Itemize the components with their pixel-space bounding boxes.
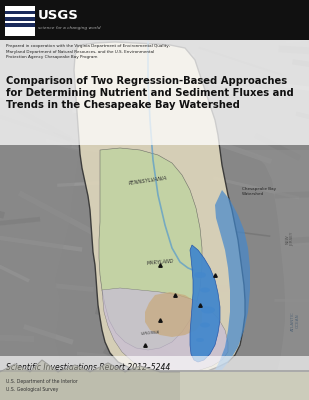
Ellipse shape: [194, 272, 206, 278]
Text: Prepared in cooperation with the Virginia Department of Environmental Quality,
M: Prepared in cooperation with the Virgini…: [6, 44, 170, 59]
Bar: [5, 10, 35, 14]
Bar: [5, 6, 35, 36]
Polygon shape: [58, 365, 75, 400]
Ellipse shape: [201, 306, 215, 314]
Bar: [0, 356, 309, 378]
Bar: [5, 17, 35, 21]
Polygon shape: [190, 245, 220, 362]
Text: MARYLAND: MARYLAND: [146, 259, 174, 266]
Text: Scientific Investigations Report 2012–5244: Scientific Investigations Report 2012–52…: [6, 362, 170, 372]
Polygon shape: [75, 365, 90, 400]
Polygon shape: [240, 150, 309, 380]
Text: VIRGINIA: VIRGINIA: [140, 330, 160, 336]
Polygon shape: [102, 288, 228, 374]
Ellipse shape: [200, 322, 210, 328]
Bar: [0, 370, 309, 372]
Text: U.S. Department of the Interior: U.S. Department of the Interior: [6, 378, 78, 384]
Polygon shape: [140, 366, 160, 400]
Ellipse shape: [200, 288, 210, 292]
Polygon shape: [30, 360, 42, 400]
Text: NEW
JERSEY: NEW JERSEY: [286, 232, 294, 246]
Polygon shape: [15, 364, 30, 400]
Polygon shape: [215, 190, 250, 375]
Polygon shape: [99, 148, 202, 350]
Polygon shape: [125, 366, 140, 400]
Bar: [0, 40, 309, 145]
Polygon shape: [160, 372, 180, 400]
Polygon shape: [90, 363, 108, 400]
Text: U.S. Geological Survey: U.S. Geological Survey: [6, 388, 58, 392]
Polygon shape: [0, 364, 15, 400]
Polygon shape: [42, 360, 58, 400]
Text: Chesapeake Bay
Watershed: Chesapeake Bay Watershed: [242, 187, 276, 196]
Polygon shape: [145, 292, 202, 337]
Bar: [5, 23, 35, 27]
Ellipse shape: [196, 338, 204, 342]
Text: Comparison of Two Regression-Based Approaches
for Determining Nutrient and Sedim: Comparison of Two Regression-Based Appro…: [6, 76, 294, 110]
Bar: [0, 0, 309, 40]
Text: ATLANTIC
OCEAN: ATLANTIC OCEAN: [290, 311, 299, 331]
Text: USGS: USGS: [38, 9, 79, 22]
Text: PENNSYLVANIA: PENNSYLVANIA: [128, 176, 168, 186]
Polygon shape: [74, 42, 245, 376]
Bar: [0, 372, 309, 400]
Text: science for a changing world: science for a changing world: [38, 26, 100, 30]
Polygon shape: [108, 363, 125, 400]
Polygon shape: [0, 40, 80, 380]
